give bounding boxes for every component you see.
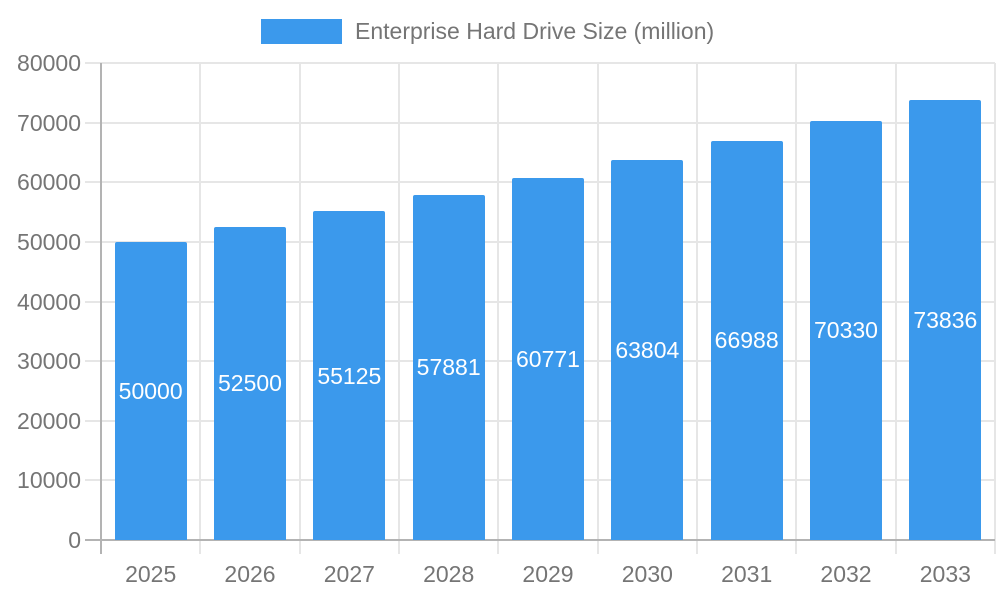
y-axis-label: 40000 xyxy=(17,288,81,315)
bar-value-label: 60771 xyxy=(516,345,580,372)
x-gridline xyxy=(298,63,301,554)
y-axis-label: 70000 xyxy=(17,109,81,136)
x-gridline xyxy=(696,63,698,554)
bar-2025[interactable] xyxy=(114,241,187,540)
y-tick xyxy=(85,419,101,422)
bar-2031[interactable] xyxy=(710,140,783,540)
y-tick xyxy=(85,181,101,184)
bar-value-label: 52500 xyxy=(218,370,282,397)
y-tick xyxy=(85,360,101,363)
legend-swatch xyxy=(261,19,342,44)
x-gridline xyxy=(994,63,996,554)
x-axis-label: 2031 xyxy=(721,561,773,587)
x-gridline xyxy=(497,63,500,554)
bar-2027[interactable] xyxy=(313,211,386,540)
bar-value-label: 55125 xyxy=(317,362,382,389)
bar-value-label: 50000 xyxy=(118,377,183,404)
y-axis-label: 60000 xyxy=(17,169,81,196)
x-gridline xyxy=(596,63,599,554)
bar-value-label: 70330 xyxy=(814,317,878,344)
x-axis-label: 2032 xyxy=(820,561,872,587)
y-tick xyxy=(85,300,101,303)
x-axis-label: 2027 xyxy=(323,561,375,587)
x-gridline xyxy=(894,63,897,554)
y-gridline xyxy=(101,62,995,64)
bar-value-label: 66988 xyxy=(714,327,779,354)
bar-2028[interactable] xyxy=(412,194,485,540)
x-axis-label: 2030 xyxy=(621,561,673,587)
bar-value-label: 63804 xyxy=(615,336,680,363)
bar-2033[interactable] xyxy=(909,99,982,540)
y-tick xyxy=(85,121,101,124)
x-axis-label: 2033 xyxy=(919,561,971,587)
y-tick xyxy=(85,479,101,482)
bar-value-label: 73836 xyxy=(913,306,978,333)
x-gridline xyxy=(398,63,400,554)
y-gridline xyxy=(101,121,995,124)
bar-2029[interactable] xyxy=(512,177,584,540)
y-axis-label: 80000 xyxy=(17,50,81,76)
x-axis-label: 2029 xyxy=(522,561,574,587)
x-axis-label: 2025 xyxy=(125,561,177,587)
y-axis-label: 0 xyxy=(68,527,81,553)
y-axis-line xyxy=(100,63,102,554)
y-tick xyxy=(85,240,101,243)
y-axis-label: 20000 xyxy=(17,407,81,434)
y-tick xyxy=(85,62,101,64)
y-axis-label: 10000 xyxy=(17,467,81,494)
x-axis-label: 2028 xyxy=(423,561,475,587)
bar-2032[interactable] xyxy=(810,120,882,540)
legend-label: Enterprise Hard Drive Size (million) xyxy=(355,18,715,44)
y-axis-label: 30000 xyxy=(17,348,81,375)
x-gridline xyxy=(795,63,798,554)
bar-2030[interactable] xyxy=(611,159,684,540)
x-axis-label: 2026 xyxy=(224,561,276,587)
x-gridline xyxy=(199,63,202,554)
legend[interactable]: Enterprise Hard Drive Size (million) xyxy=(261,18,714,45)
y-axis-label: 50000 xyxy=(17,228,81,255)
bar-2026[interactable] xyxy=(214,226,286,540)
bar-value-label: 57881 xyxy=(416,354,481,381)
x-axis-line xyxy=(85,539,995,541)
